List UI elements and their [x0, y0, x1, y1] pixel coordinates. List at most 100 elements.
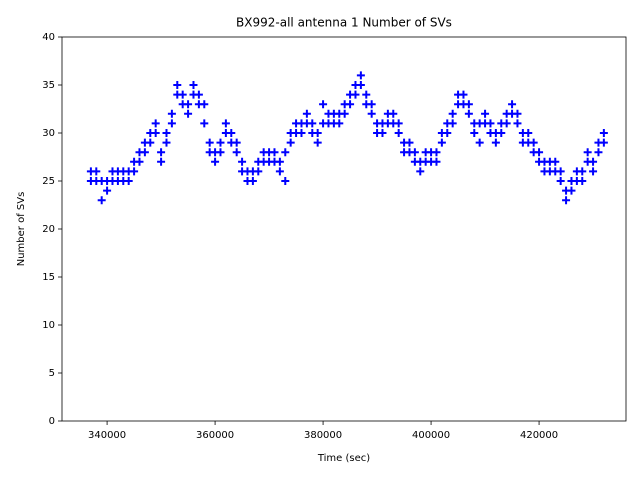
chart-title: BX992-all antenna 1 Number of SVs: [236, 16, 452, 30]
x-tick-label: 420000: [520, 430, 558, 441]
point: [135, 157, 144, 166]
point: [184, 100, 193, 109]
point: [599, 138, 608, 147]
point: [238, 157, 247, 166]
point: [286, 138, 295, 147]
point: [227, 129, 236, 137]
point: [205, 138, 214, 147]
point: [551, 157, 560, 166]
point: [578, 167, 587, 176]
point: [378, 129, 387, 137]
y-tick-label: 35: [42, 80, 55, 91]
point: [275, 167, 284, 176]
point: [491, 138, 500, 147]
point: [254, 167, 263, 176]
point: [346, 100, 355, 109]
point: [313, 129, 322, 137]
point: [200, 119, 209, 128]
x-axis-label: Time (sec): [317, 453, 370, 464]
point: [432, 157, 441, 166]
plot-frame: [61, 36, 627, 422]
point: [248, 177, 257, 185]
point: [232, 148, 241, 157]
point: [211, 157, 220, 166]
y-tick-label: 20: [42, 224, 55, 235]
point: [556, 177, 565, 185]
y-tick-label: 15: [42, 272, 55, 283]
point: [524, 129, 533, 137]
point: [502, 119, 511, 128]
point: [157, 157, 166, 166]
point: [481, 109, 490, 118]
point: [486, 119, 495, 128]
y-tick-label: 10: [42, 320, 55, 331]
point: [173, 81, 182, 89]
y-axis-label: Number of SVs: [16, 192, 27, 267]
point: [162, 138, 171, 147]
point: [475, 138, 484, 147]
point: [589, 157, 598, 166]
point: [103, 186, 112, 195]
point: [567, 186, 576, 195]
point: [167, 109, 176, 118]
point: [464, 100, 473, 109]
point: [405, 138, 414, 147]
point: [394, 119, 403, 128]
point: [448, 119, 457, 128]
point: [389, 109, 398, 118]
point: [178, 90, 187, 99]
point: [302, 109, 311, 118]
point: [367, 100, 376, 109]
x-tick-label: 360000: [196, 430, 234, 441]
point: [535, 148, 544, 157]
point: [513, 109, 522, 118]
point: [92, 167, 101, 176]
point: [448, 109, 457, 118]
point: [297, 129, 306, 137]
point: [221, 119, 230, 128]
point: [319, 100, 328, 109]
point: [583, 148, 592, 157]
point: [97, 196, 106, 205]
point: [362, 90, 371, 99]
point: [562, 196, 571, 205]
point: [356, 81, 365, 89]
point: [497, 129, 506, 137]
point: [529, 138, 538, 147]
point: [464, 109, 473, 118]
point: [556, 167, 565, 176]
point: [308, 119, 317, 128]
point: [443, 129, 452, 137]
y-tick-label: 40: [42, 32, 55, 43]
x-tick-label: 380000: [304, 430, 342, 441]
point: [335, 119, 344, 128]
point: [356, 71, 365, 80]
x-tick-label: 340000: [88, 430, 126, 441]
point: [410, 148, 419, 157]
point: [151, 129, 160, 137]
point: [130, 167, 139, 176]
point: [200, 100, 209, 109]
point: [270, 148, 279, 157]
point: [513, 119, 522, 128]
y-tick-label: 25: [42, 176, 55, 187]
point: [589, 167, 598, 176]
point: [578, 177, 587, 185]
point: [162, 129, 171, 137]
point: [367, 109, 376, 118]
point: [459, 90, 468, 99]
point: [232, 138, 241, 147]
x-tick-label: 400000: [412, 430, 450, 441]
point: [594, 148, 603, 157]
point: [599, 129, 608, 137]
point: [194, 90, 203, 99]
point: [157, 148, 166, 157]
point: [281, 148, 290, 157]
point: [151, 119, 160, 128]
point: [167, 119, 176, 128]
point: [470, 129, 479, 137]
point: [216, 148, 225, 157]
point: [189, 81, 198, 89]
